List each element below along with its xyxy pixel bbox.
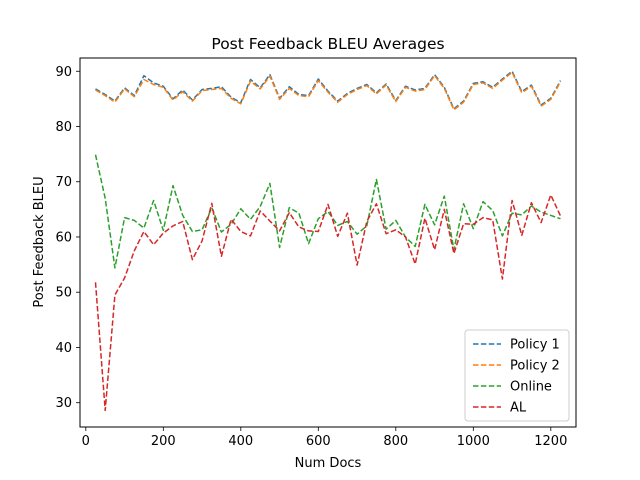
y-tick-label: 50 [55,286,72,301]
x-tick-label: 0 [82,434,90,449]
y-tick-label: 40 [55,341,72,356]
x-axis-title: Num Docs [295,456,362,471]
y-axis: 30 40 50 60 70 80 90 [55,65,80,411]
x-axis: 0 200 400 600 800 1000 1200 [82,427,567,449]
y-tick-label: 30 [55,396,72,411]
series-line-2 [95,71,562,111]
x-tick-label: 1200 [534,434,567,449]
legend-label-4: AL [510,401,527,416]
legend-label-3: Online [510,380,552,395]
legend-label-2: Policy 2 [510,359,560,374]
x-tick-label: 800 [383,434,408,449]
series-layer [94,70,562,412]
y-tick-label: 80 [55,120,72,135]
y-axis-title: Post Feedback BLEU [32,176,47,307]
x-tick-label: 200 [151,434,176,449]
legend-label-1: Policy 1 [510,338,560,353]
y-tick-label: 90 [55,65,72,80]
y-tick-label: 60 [55,230,72,245]
series-line-3 [94,154,561,269]
y-tick-label: 70 [55,175,72,190]
chart-title: Post Feedback BLEU Averages [211,35,444,53]
legend-box [464,329,570,422]
x-tick-label: 1000 [457,434,490,449]
x-tick-label: 600 [306,434,331,449]
series-line-4 [94,194,562,412]
plot-frame [79,57,577,428]
x-tick-label: 400 [228,434,253,449]
legend: Policy 1 Policy 2 Online AL [464,329,570,422]
